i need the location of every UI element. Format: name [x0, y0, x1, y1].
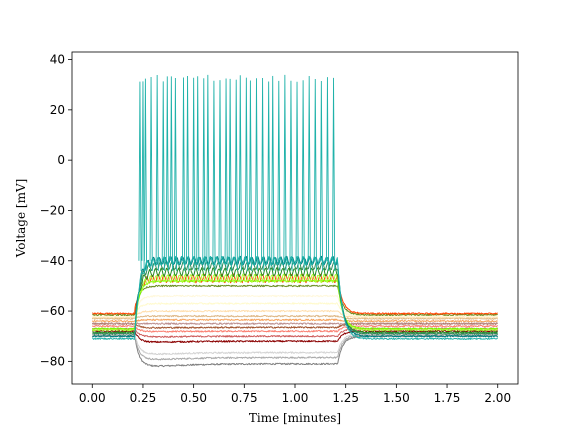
spike-mark — [196, 76, 200, 271]
trace-line — [92, 309, 499, 319]
y-tick-label: −60 — [40, 304, 65, 318]
spike-mark — [212, 80, 216, 271]
trace-line — [91, 322, 498, 325]
spike-mark — [149, 77, 153, 271]
y-tick-label: −20 — [40, 203, 65, 217]
spike-mark — [228, 78, 232, 271]
spike-mark — [186, 76, 190, 271]
x-tick-label: 1.75 — [434, 391, 461, 405]
spike-mark — [202, 78, 206, 271]
trace-line — [91, 294, 498, 318]
trace-line — [92, 279, 498, 330]
spike-mark — [307, 76, 311, 271]
trace-line — [92, 329, 498, 344]
spike-mark — [313, 79, 317, 271]
spike-mark — [169, 76, 173, 271]
trace-line — [91, 314, 499, 320]
traces-group — [91, 74, 499, 368]
y-tick-label: 40 — [50, 53, 65, 67]
spike-mark — [161, 81, 165, 271]
trace-line — [92, 255, 498, 338]
x-axis-label: Time [minutes] — [249, 411, 341, 425]
x-tick-label: 0.00 — [79, 391, 106, 405]
trace-line — [92, 267, 498, 334]
spike-mark — [319, 81, 323, 271]
x-tick-label: 0.50 — [180, 391, 207, 405]
spike-mark — [244, 77, 248, 271]
spike-mark — [234, 79, 238, 271]
spike-mark — [155, 75, 159, 271]
x-tick-label: 1.50 — [383, 391, 410, 405]
spike-mark — [255, 78, 259, 271]
trace-line — [92, 284, 498, 317]
trace-line — [91, 273, 498, 332]
x-tick-label: 0.25 — [130, 391, 157, 405]
x-tick-label: 2.00 — [484, 391, 511, 405]
spike-mark — [332, 77, 336, 271]
spike-mark — [289, 80, 293, 271]
spike-mark — [143, 78, 148, 271]
spike-mark — [206, 74, 210, 271]
spike-mark — [301, 80, 305, 271]
trace-line — [91, 318, 498, 323]
spike-mark — [182, 77, 186, 271]
spike-mark — [325, 77, 330, 271]
y-axis-label: Voltage [mV] — [14, 179, 28, 259]
spike-mark — [165, 76, 169, 271]
spike-mark — [138, 81, 142, 271]
trace-line — [92, 273, 498, 315]
spike-mark — [271, 75, 275, 271]
spike-mark — [141, 81, 145, 271]
y-tick-label: −40 — [40, 254, 65, 268]
spike-mark — [238, 75, 242, 271]
x-axis-ticks: 0.00 0.25 0.50 0.75 1.00 1.25 1.50 1.75 2.00 — [79, 384, 511, 405]
spike-mark — [173, 77, 178, 271]
spike-mark — [267, 81, 271, 271]
y-tick-label: 0 — [57, 153, 65, 167]
y-tick-label: 20 — [50, 103, 65, 117]
spike-mark — [277, 80, 281, 271]
y-axis-ticks: −80 −60 −40 −20 0 20 40 — [40, 53, 72, 368]
trace-line — [91, 334, 498, 368]
spike-mark — [295, 81, 299, 271]
trace-line — [91, 324, 499, 333]
x-tick-label: 1.25 — [332, 391, 359, 405]
y-tick-label: −80 — [40, 354, 65, 368]
trace-line — [92, 255, 499, 340]
spike-mark — [218, 80, 222, 271]
x-tick-label: 0.75 — [231, 391, 258, 405]
spike-mark — [224, 78, 228, 271]
spike-mark — [283, 74, 287, 271]
trace-line — [92, 333, 499, 361]
x-tick-label: 1.00 — [282, 391, 309, 405]
spike-mark — [261, 77, 265, 271]
spike-mark — [248, 80, 253, 271]
spike-mark — [192, 77, 196, 271]
